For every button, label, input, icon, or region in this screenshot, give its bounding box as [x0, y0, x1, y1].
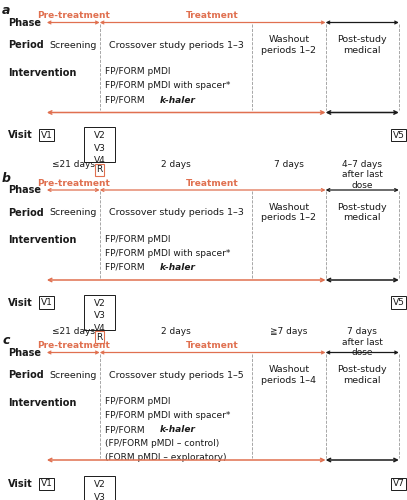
Text: ≤21 days: ≤21 days — [52, 328, 95, 336]
Bar — [84, 476, 115, 500]
Text: 7 days: 7 days — [274, 160, 304, 169]
Text: R: R — [96, 332, 103, 342]
Text: Phase: Phase — [8, 348, 41, 358]
Text: Crossover study periods 1–3: Crossover study periods 1–3 — [109, 208, 243, 217]
Text: Post-study
medical: Post-study medical — [337, 366, 387, 384]
Bar — [84, 127, 115, 162]
Text: V3: V3 — [94, 492, 106, 500]
Text: R: R — [96, 165, 103, 174]
Text: c: c — [2, 334, 9, 347]
Text: V4: V4 — [94, 324, 105, 332]
Text: Post-study
medical: Post-study medical — [337, 203, 387, 222]
Text: FP/FORM: FP/FORM — [105, 96, 147, 104]
Text: Pre-treatment: Pre-treatment — [37, 12, 110, 20]
Text: V2: V2 — [94, 131, 105, 140]
Text: FP/FORM: FP/FORM — [105, 263, 147, 272]
Text: Post-study
medical: Post-study medical — [337, 36, 387, 54]
Text: FP/FORM pMDI with spacer*: FP/FORM pMDI with spacer* — [105, 249, 230, 258]
Text: Period: Period — [8, 40, 44, 50]
Text: Screening: Screening — [50, 40, 97, 50]
Text: Phase: Phase — [8, 185, 41, 195]
Text: Treatment: Treatment — [186, 342, 239, 350]
Text: a: a — [2, 4, 11, 18]
Text: 2 days: 2 days — [161, 160, 191, 169]
Text: V3: V3 — [94, 311, 106, 320]
Text: Washout
periods 1–2: Washout periods 1–2 — [261, 36, 317, 54]
Text: Washout
periods 1–2: Washout periods 1–2 — [261, 203, 317, 222]
Text: Period: Period — [8, 208, 44, 218]
Text: k-haler: k-haler — [160, 426, 195, 434]
Text: Period: Period — [8, 370, 44, 380]
Text: V5: V5 — [393, 298, 405, 307]
Text: 4–7 days
after last
dose: 4–7 days after last dose — [342, 160, 383, 190]
Text: V3: V3 — [94, 144, 106, 152]
Text: Phase: Phase — [8, 18, 41, 28]
Text: Treatment: Treatment — [186, 179, 239, 188]
Text: k-haler: k-haler — [160, 96, 195, 104]
Text: Intervention: Intervention — [8, 235, 77, 245]
Text: V4: V4 — [94, 156, 105, 165]
Text: FP/FORM: FP/FORM — [105, 426, 147, 434]
Text: b: b — [2, 172, 11, 185]
Text: V2: V2 — [94, 298, 105, 308]
Text: Pre-treatment: Pre-treatment — [37, 342, 110, 350]
Text: (FP/FORM pMDI – control): (FP/FORM pMDI – control) — [105, 440, 219, 448]
Text: Visit: Visit — [8, 130, 33, 140]
Text: ≤21 days: ≤21 days — [52, 160, 95, 169]
Text: ≧7 days: ≧7 days — [270, 328, 308, 336]
Text: Treatment: Treatment — [186, 12, 239, 20]
Text: V2: V2 — [94, 480, 105, 489]
Text: Intervention: Intervention — [8, 398, 77, 407]
Text: FP/FORM pMDI with spacer*: FP/FORM pMDI with spacer* — [105, 412, 230, 420]
Text: Crossover study periods 1–5: Crossover study periods 1–5 — [109, 370, 243, 380]
Text: Pre-treatment: Pre-treatment — [37, 179, 110, 188]
Text: FP/FORM pMDI with spacer*: FP/FORM pMDI with spacer* — [105, 82, 230, 90]
Text: V7: V7 — [393, 480, 405, 488]
Text: 7 days
after last
dose: 7 days after last dose — [342, 328, 383, 358]
Text: (FORM pMDI – exploratory): (FORM pMDI – exploratory) — [105, 454, 226, 462]
Text: V1: V1 — [41, 480, 53, 488]
Bar — [84, 294, 115, 330]
Text: Crossover study periods 1–3: Crossover study periods 1–3 — [109, 40, 243, 50]
Text: FP/FORM pMDI: FP/FORM pMDI — [105, 68, 170, 76]
Text: FP/FORM pMDI: FP/FORM pMDI — [105, 235, 170, 244]
Text: FP/FORM pMDI: FP/FORM pMDI — [105, 398, 170, 406]
Text: Visit: Visit — [8, 298, 33, 308]
Text: Washout
periods 1–4: Washout periods 1–4 — [261, 366, 317, 384]
Text: k-haler: k-haler — [160, 263, 195, 272]
Text: V1: V1 — [41, 130, 53, 140]
Text: Intervention: Intervention — [8, 68, 77, 78]
Text: Screening: Screening — [50, 208, 97, 217]
Text: Visit: Visit — [8, 479, 33, 489]
Text: Screening: Screening — [50, 370, 97, 380]
Text: 2 days: 2 days — [161, 328, 191, 336]
Text: V1: V1 — [41, 298, 53, 307]
Text: V5: V5 — [393, 130, 405, 140]
